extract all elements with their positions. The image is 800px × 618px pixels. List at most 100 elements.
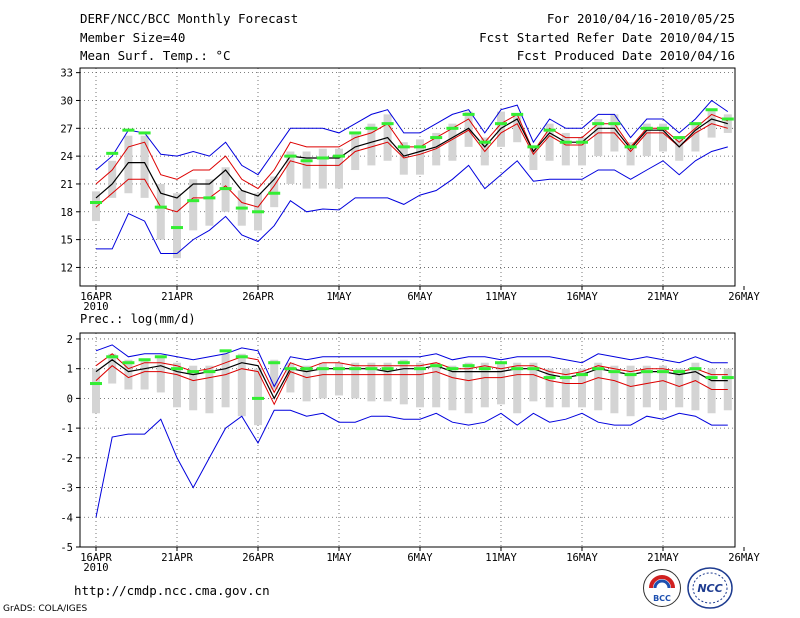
temp-median-mark-d34	[640, 126, 653, 130]
temp-ytick-label: 15	[60, 235, 73, 247]
precip-panel-title: Prec.: log(mm/d)	[80, 312, 196, 326]
temp-median-mark-d26	[511, 112, 524, 116]
temp-median-mark-d24	[478, 140, 491, 144]
temp-spread-bar-16APR-d13	[302, 151, 311, 189]
temp-median-mark-d35	[657, 126, 669, 130]
temp-mean-line	[95, 118, 728, 199]
temp-xtick-label: 6MAY	[407, 291, 433, 303]
temp-median-mark-d2	[122, 128, 135, 132]
ncc-logo-text: NCC	[697, 582, 722, 595]
temp-median-mark-d31	[592, 122, 605, 126]
precip-median-mark-d4	[154, 355, 167, 359]
precip-spread-bar-16APR-d0	[92, 368, 100, 414]
temp-spread-bar-16APR-d22	[448, 123, 457, 161]
precip-xtick-label: 11MAY	[485, 552, 517, 564]
temp-median-mark-d3	[138, 131, 151, 135]
precip-median-mark-d25	[495, 361, 507, 365]
temp-spread-bar-16APR-d0	[92, 191, 100, 222]
precip-spread-bar-16APR-d12	[286, 362, 295, 393]
precip-xtick-label: 1MAY	[326, 552, 352, 564]
temp-median-mark-d29	[559, 140, 572, 144]
temp-ytick-label: 33	[60, 68, 73, 80]
precip-spread-bar-16APR-d38	[707, 368, 716, 414]
precip-median-mark-d2	[122, 361, 135, 365]
temp-min-line	[96, 146, 728, 254]
temp-spread-bar-16APR-d37	[691, 123, 700, 152]
precip-spread-bar-16APR-d30	[578, 368, 586, 408]
temp-ytick-label: 18	[60, 207, 73, 219]
temp-median-mark-d39	[721, 117, 734, 121]
temp-spread-bar-16APR-d4	[156, 183, 165, 240]
temp-spread-bar-16APR-d15	[335, 148, 343, 189]
precip-spread-bar-16APR-d19	[399, 359, 408, 405]
precip-spread-bar-16APR-d4	[156, 356, 165, 393]
temp-mean-minus-std-line	[95, 123, 728, 213]
temp-spread-bar-16APR-d14	[318, 148, 327, 189]
precip-median-mark-d5	[171, 367, 183, 371]
precip-spread-bar-16APR-d17	[367, 362, 376, 402]
bcc-logo: BCC	[643, 569, 681, 607]
precip-median-mark-d17	[365, 367, 378, 371]
temp-spread-bar-16APR-d28	[545, 123, 554, 161]
precip-mean-minus-std-line	[95, 365, 728, 406]
member-size: Member Size=40	[80, 30, 186, 45]
temp-median-mark-d18	[381, 122, 394, 126]
precip-median-mark-d28	[543, 376, 556, 380]
precip-median-mark-d29	[559, 376, 572, 380]
precip-spread-bar-16APR-d29	[561, 368, 570, 408]
temp-median-mark-d5	[171, 226, 183, 230]
temp-spread-bar-16APR-d7	[205, 179, 214, 226]
temp-median-mark-d13	[300, 159, 313, 163]
temp-spread-bar-16APR-d35	[659, 123, 667, 152]
temp-spread-bar-16APR-d17	[367, 123, 376, 166]
precip-median-mark-d30	[576, 373, 588, 377]
temp-median-mark-d25	[495, 122, 507, 126]
temp-median-mark-d7	[203, 196, 216, 200]
precip-spread-bar-16APR-d31	[594, 362, 603, 411]
temp-median-mark-d16	[349, 131, 362, 135]
temp-median-mark-d30	[576, 140, 588, 144]
temp-median-mark-d1	[106, 151, 119, 155]
precip-spread-bar-16APR-d5	[173, 362, 181, 408]
precip-spread-bar-16APR-d27	[529, 362, 538, 402]
temp-xtick-label: 21MAY	[647, 291, 679, 303]
temp-median-mark-d14	[316, 156, 329, 160]
temp-median-mark-d20	[414, 145, 426, 149]
precip-xtick-label: 6MAY	[407, 552, 433, 564]
precip-max-line	[95, 344, 728, 388]
temp-xtick-label: 26MAY	[728, 291, 760, 303]
precip-mean-line	[95, 359, 728, 400]
temp-spread-bar-16APR-d12	[286, 151, 295, 184]
precip-median-mark-d12	[284, 367, 297, 371]
temp-xtick-label: 11MAY	[485, 291, 517, 303]
precip-median-mark-d0	[90, 382, 102, 386]
temp-median-mark-d27	[527, 145, 540, 149]
temp-median-mark-d4	[154, 205, 167, 209]
temp-spread-bar-16APR-d5	[173, 193, 181, 259]
precip-median-mark-d13	[300, 367, 313, 371]
temp-spread-bar-16APR-d23	[464, 111, 473, 147]
temp-spread-bar-16APR-d29	[561, 132, 570, 166]
temp-spread-bar-16APR-d33	[626, 142, 635, 166]
temp-median-mark-d10	[252, 210, 264, 214]
temp-median-mark-d17	[365, 126, 378, 130]
precip-spread-bar-16APR-d28	[545, 368, 554, 408]
variable-label: Mean Surf. Temp.: °C	[80, 48, 231, 63]
precip-spread-bar-16APR-d34	[642, 365, 651, 408]
temp-ytick-label: 27	[60, 123, 73, 135]
precip-median-mark-d18	[381, 367, 394, 371]
source-url[interactable]: http://cmdp.ncc.cma.gov.cn	[74, 583, 270, 598]
temp-spread-bar-16APR-d36	[675, 137, 684, 161]
precip-spread-bar-16APR-d1	[108, 353, 117, 384]
precip-xtick-label: 21APR	[161, 552, 193, 564]
temp-spread-bar-16APR-d1	[108, 160, 117, 198]
temp-median-mark-d15	[333, 154, 345, 158]
temp-xtick-label: 16APR	[80, 291, 112, 303]
temp-ytick-label: 21	[60, 179, 73, 191]
temp-median-mark-d12	[284, 154, 297, 158]
precip-xtick-label: 21MAY	[647, 552, 679, 564]
precip-spread-bar-16APR-d2	[124, 359, 133, 390]
precip-median-mark-d23	[462, 364, 475, 368]
precip-ytick-label: 0	[67, 393, 73, 405]
